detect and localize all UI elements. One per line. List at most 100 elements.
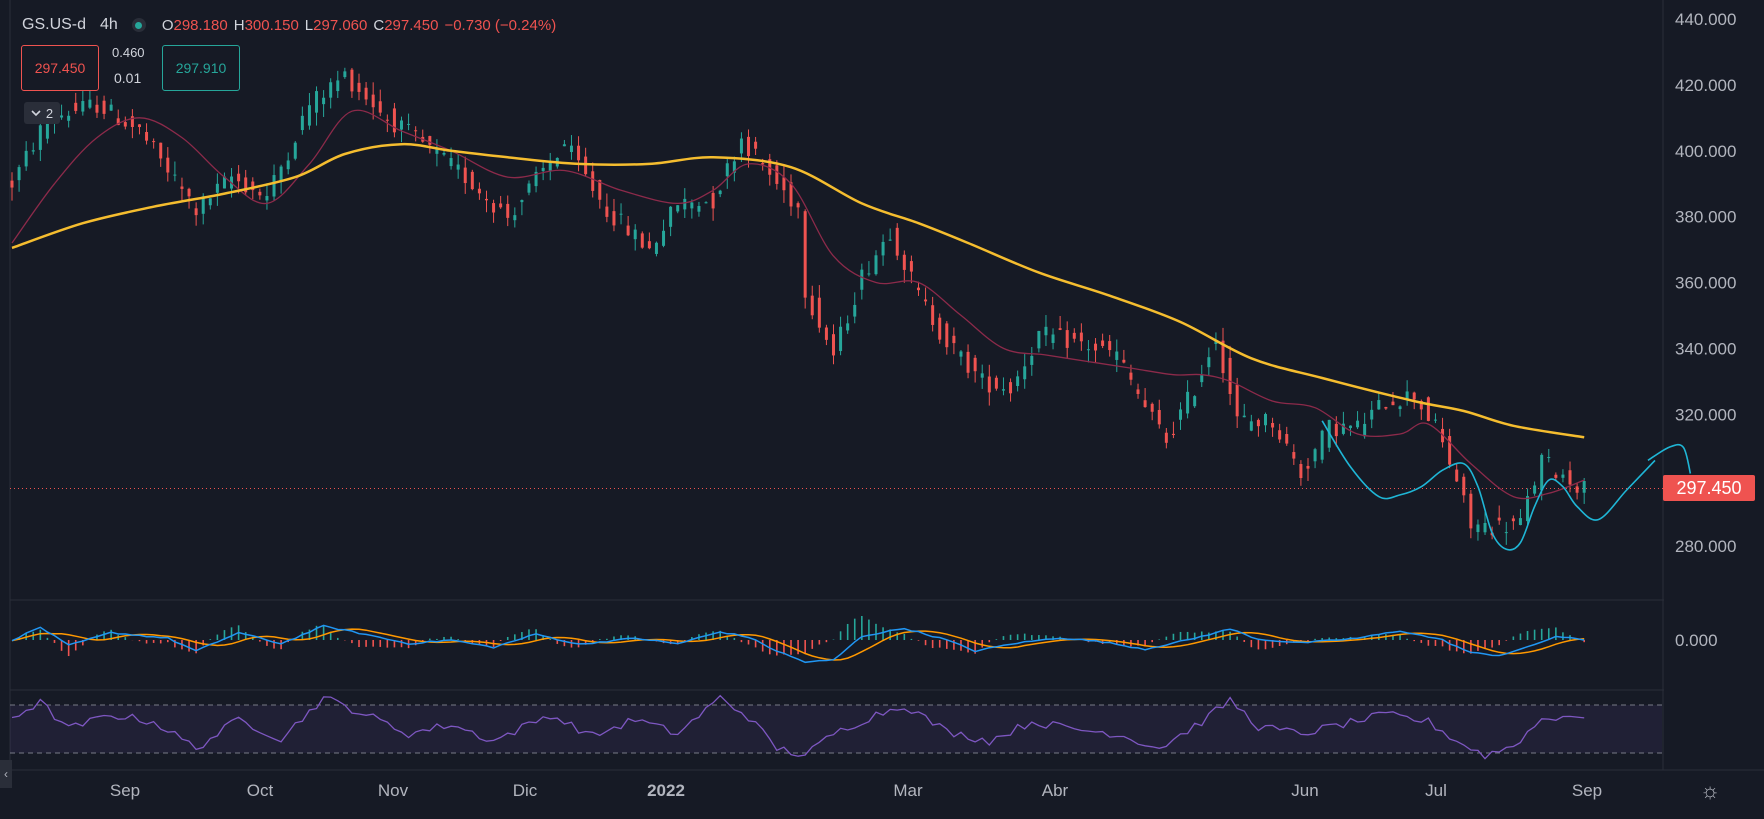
candle-body [810, 295, 814, 316]
candle-body [484, 198, 488, 201]
candle-body [803, 211, 807, 298]
candle-body [1540, 454, 1544, 491]
candle-body [1129, 372, 1133, 380]
candle-body [293, 142, 297, 159]
symbol-name[interactable]: GS.US-d [22, 16, 87, 33]
indicators-toggle-button[interactable]: 2 [24, 102, 60, 124]
candle-body [137, 124, 141, 128]
candle-body [1433, 419, 1437, 421]
candle-body [1136, 389, 1140, 394]
candle-body [159, 142, 163, 159]
candle-body [520, 200, 524, 203]
candle-body [1511, 518, 1515, 522]
candle-body [38, 125, 42, 150]
candle-body [775, 165, 779, 184]
timeframe-label[interactable]: 4h [100, 16, 118, 33]
candle-body [945, 323, 949, 348]
last-price-tag: 297.450 [1663, 475, 1755, 501]
candle-body [442, 152, 446, 155]
moving-average-fast [11, 109, 1585, 500]
projection-path [1321, 420, 1656, 551]
candle-body [307, 105, 311, 126]
candle-body [591, 171, 595, 191]
candle-body [300, 115, 304, 131]
candle-body [824, 327, 828, 340]
candle-body [697, 206, 701, 212]
candle-body [761, 163, 765, 165]
candle-body [201, 196, 205, 214]
candle-body [1391, 401, 1395, 406]
candle-body [994, 377, 998, 389]
candle-body [1235, 384, 1239, 417]
candle-body [1037, 330, 1041, 349]
candle-body [17, 167, 21, 181]
open-label: O [161, 16, 174, 34]
candle-body [966, 351, 970, 373]
candle-body [428, 136, 432, 145]
candle-body [208, 198, 212, 206]
candle-body [605, 206, 609, 217]
candle-body [350, 69, 354, 92]
candle-body [626, 225, 630, 236]
candle-body [88, 99, 92, 108]
rsi-band-fill [10, 705, 1662, 753]
candle-body [414, 130, 418, 132]
candle-body [1299, 464, 1303, 479]
candle-body [456, 164, 460, 170]
candle-body [1363, 423, 1367, 437]
candle-body [647, 241, 651, 249]
candle-body [187, 188, 191, 197]
candle-body [1207, 357, 1211, 368]
candle-body [1023, 366, 1027, 380]
candle-body [1271, 422, 1275, 428]
candle-body [1426, 397, 1430, 421]
candle-body [244, 177, 248, 193]
time-axis-label: Jun [1291, 781, 1318, 800]
candle-body [1044, 326, 1048, 336]
candle-body [286, 160, 290, 170]
macd-signal-line [11, 628, 1585, 661]
candle-body [662, 230, 666, 246]
candle-body [130, 116, 134, 128]
candle-body [1143, 400, 1147, 408]
buy-button[interactable]: 297.910 [162, 45, 240, 91]
scroll-left-button[interactable]: ‹ [0, 760, 12, 788]
candle-body [1200, 374, 1204, 383]
candle-body [725, 163, 729, 177]
candle-body [987, 376, 991, 393]
candle-body [407, 123, 411, 125]
candle-body [1249, 421, 1253, 431]
candle-body [1242, 415, 1246, 418]
candle-body [1405, 391, 1409, 400]
candle-body [1469, 493, 1473, 529]
sell-button[interactable]: 297.450 [21, 45, 99, 91]
spread-top: 0.460 [112, 45, 145, 60]
candle-body [10, 180, 14, 188]
candle-body [853, 304, 857, 317]
candle-body [1306, 465, 1310, 469]
time-axis-label: Mar [893, 781, 923, 800]
candle-body [789, 182, 793, 207]
candle-body [1483, 522, 1487, 533]
candle-body [513, 215, 517, 221]
candle-body [166, 157, 170, 173]
moving-average-slow [11, 142, 1585, 439]
candle-body [1009, 382, 1013, 394]
candle-body [1476, 524, 1480, 533]
price-axis-label: 400.000 [1675, 142, 1736, 161]
candle-body [81, 101, 85, 112]
candle-body [909, 261, 913, 272]
candle-body [506, 203, 510, 218]
candle-body [1030, 355, 1034, 365]
candles [10, 67, 1586, 545]
candle-body [152, 141, 156, 143]
gear-icon[interactable]: ☼ [1700, 778, 1721, 803]
candle-body [548, 162, 552, 171]
candle-body [364, 87, 368, 100]
macd-axis-label: 0.000 [1675, 631, 1718, 650]
chevron-left-icon: ‹ [4, 767, 8, 781]
